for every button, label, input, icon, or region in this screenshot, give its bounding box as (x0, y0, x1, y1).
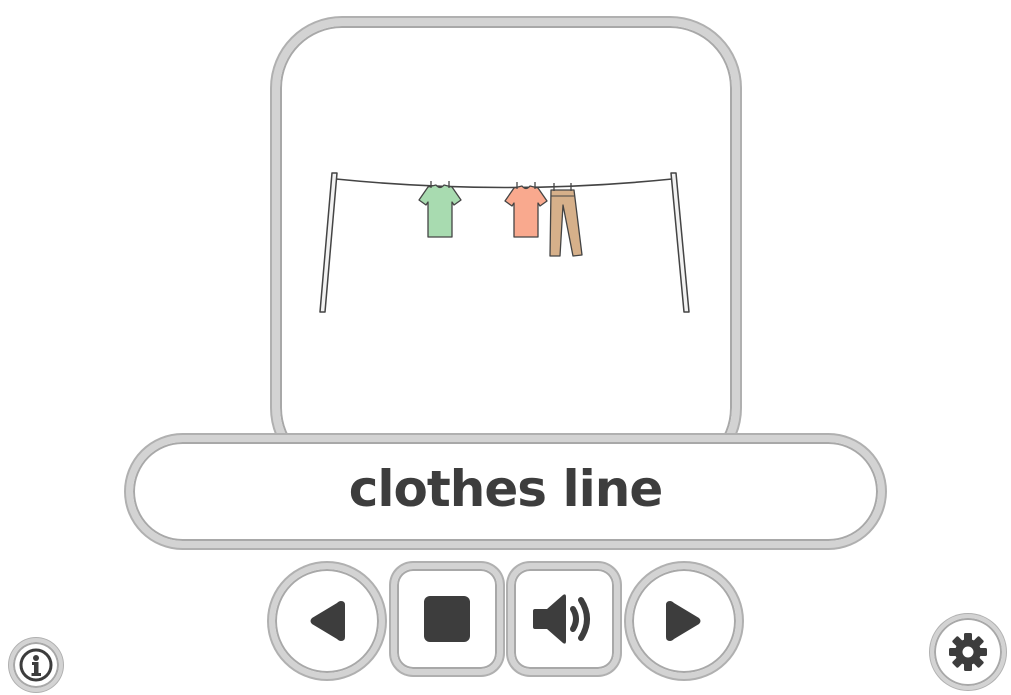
word-label-bar: clothes line (126, 435, 885, 548)
triangle-left-icon (310, 601, 345, 641)
info-icon (19, 648, 53, 682)
gear-icon (949, 633, 987, 671)
speaker-icon (533, 594, 590, 644)
audio-button[interactable] (508, 563, 620, 675)
square-stop-icon (424, 596, 470, 642)
orange-shirt (504, 182, 548, 238)
settings-button[interactable] (930, 614, 1006, 690)
clothes-line-illustration (319, 172, 690, 313)
next-button[interactable] (626, 563, 742, 679)
previous-button[interactable] (269, 563, 385, 679)
word-label: clothes line (348, 459, 663, 518)
stop-button[interactable] (391, 563, 503, 675)
trousers (549, 183, 583, 257)
left-pole (319, 172, 338, 313)
info-button[interactable] (9, 638, 63, 692)
rope (335, 178, 673, 189)
triangle-right-icon (666, 601, 701, 641)
right-pole (670, 172, 690, 313)
picture-card (272, 18, 740, 478)
green-shirt (418, 181, 462, 238)
